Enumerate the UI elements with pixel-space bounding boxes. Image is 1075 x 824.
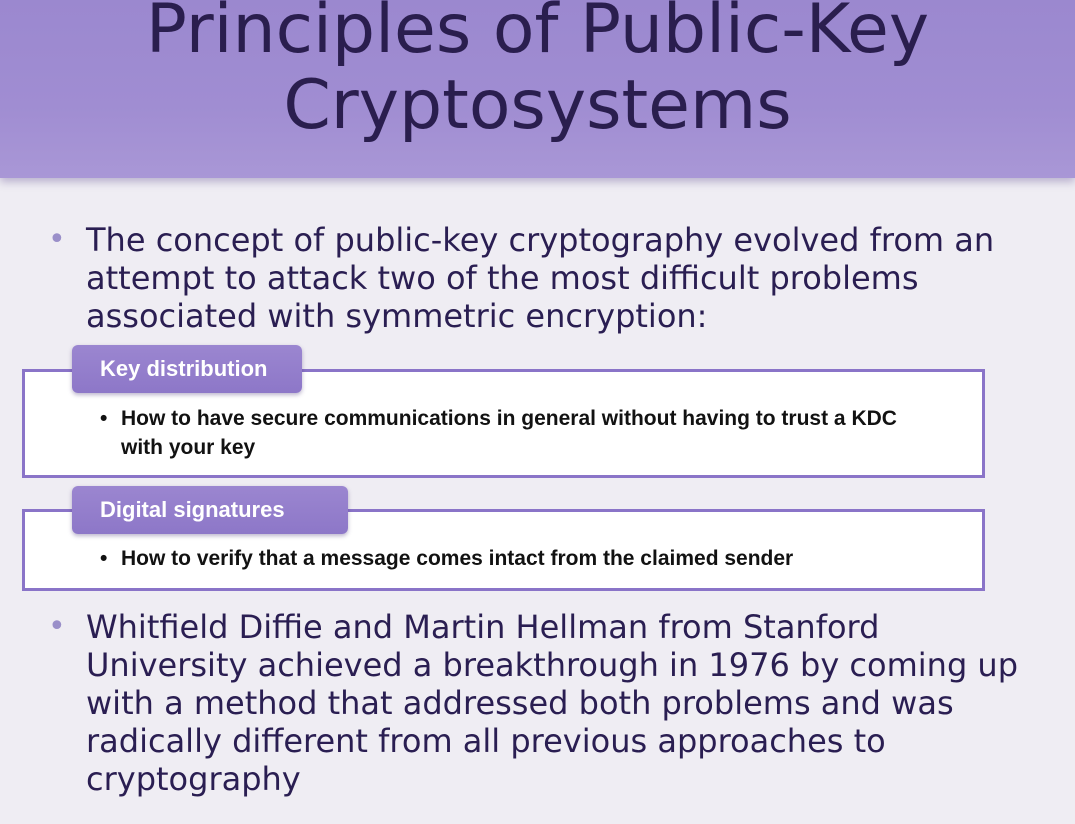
slide-title-line-1: Principles of Public-Key: [145, 0, 930, 69]
bullet-text: The concept of public-key cryptography e…: [86, 221, 995, 335]
sub-bullet-marker: •: [100, 547, 108, 570]
slide-title: Principles of Public-Key Cryptosystems: [0, 0, 1075, 144]
sub-bullet-marker: •: [100, 407, 108, 430]
bullet-text: Whitfield Diffie and Martin Hellman from…: [86, 608, 1019, 798]
digital-signatures-detail: • How to verify that a message comes int…: [100, 544, 920, 573]
bullet-concept: • The concept of public-key cryptography…: [48, 221, 1038, 335]
key-distribution-label: Key distribution: [72, 345, 302, 393]
bullet-diffie-hellman: • Whitfield Diffie and Martin Hellman fr…: [48, 608, 1038, 798]
digital-signatures-label: Digital signatures: [72, 486, 348, 534]
bullet-marker: •: [48, 222, 66, 257]
sub-bullet-text: How to verify that a message comes intac…: [121, 547, 794, 570]
title-banner: Principles of Public-Key Cryptosystems: [0, 0, 1075, 178]
key-distribution-detail: • How to have secure communications in g…: [100, 404, 900, 462]
bullet-marker: •: [48, 609, 66, 644]
sub-bullet-text: How to have secure communications in gen…: [121, 407, 897, 459]
slide-title-line-2: Cryptosystems: [283, 66, 792, 145]
